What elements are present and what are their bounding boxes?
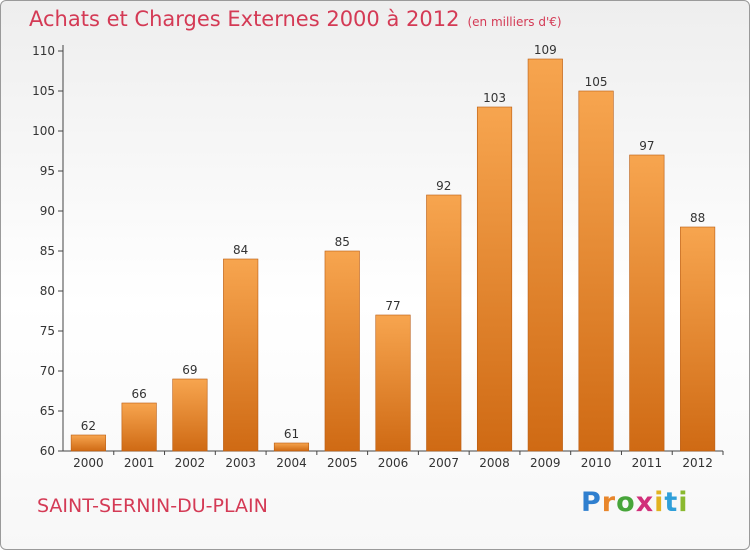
logo-letter: o — [616, 487, 636, 518]
data-label-2003: 84 — [233, 243, 248, 257]
logo-letter: P — [581, 487, 602, 518]
chart-unit-label: (en milliers d'€) — [467, 15, 562, 29]
data-label-2000: 62 — [81, 419, 96, 433]
proxiti-logo: Proxiti — [581, 487, 689, 518]
y-tick-label: 80 — [40, 284, 55, 298]
y-tick-label: 75 — [40, 324, 55, 338]
bar-2009 — [527, 58, 563, 452]
chart-title: Achats et Charges Externes 2000 à 2012 (e… — [29, 7, 562, 31]
logo-letter: r — [601, 487, 617, 518]
bar-2012 — [680, 226, 716, 452]
data-label-2002: 69 — [182, 363, 197, 377]
x-tick-label-2007: 2007 — [428, 456, 459, 470]
commune-name: SAINT-SERNIN-DU-PLAIN — [37, 495, 268, 517]
x-tick-label-2001: 2001 — [124, 456, 155, 470]
bar-2010 — [578, 90, 614, 452]
bar-2002 — [172, 378, 208, 452]
bar-2008 — [476, 106, 513, 452]
y-tick-label: 110 — [32, 44, 55, 58]
label-layer: 62 2000 66 2001 69 2002 84 2003 61 2004 85 2005 77 20… — [73, 43, 713, 470]
data-label-2011: 97 — [639, 139, 654, 153]
bar-2007 — [426, 194, 462, 452]
y-tick-label: 95 — [40, 164, 55, 178]
bar-layer — [70, 58, 716, 452]
x-tick-label-2009: 2009 — [530, 456, 561, 470]
data-label-2004: 61 — [284, 427, 299, 441]
y-tick-label: 60 — [40, 444, 55, 458]
data-label-2009: 109 — [534, 43, 557, 57]
logo-letter: t — [664, 487, 679, 518]
x-tick-label-2002: 2002 — [175, 456, 206, 470]
x-tick-label-2010: 2010 — [581, 456, 612, 470]
x-tick-label-2008: 2008 — [479, 456, 510, 470]
bar-2003 — [223, 258, 259, 452]
logo-letter: x — [635, 487, 655, 518]
data-label-2010: 105 — [585, 75, 608, 89]
logo-letter: i — [678, 487, 689, 518]
data-label-2007: 92 — [436, 179, 451, 193]
data-label-2005: 85 — [335, 235, 350, 249]
data-label-2001: 66 — [132, 387, 147, 401]
x-tick-label-2012: 2012 — [682, 456, 713, 470]
axis-layer: 60 65 70 75 80 85 90 95 100 105 110 — [32, 44, 724, 458]
y-tick-label: 65 — [40, 404, 55, 418]
x-tick-label-2004: 2004 — [276, 456, 307, 470]
x-tick-label-2005: 2005 — [327, 456, 358, 470]
bar-2000 — [70, 434, 106, 452]
x-tick-label-2003: 2003 — [225, 456, 256, 470]
bar-2011 — [629, 154, 665, 452]
y-tick-label: 70 — [40, 364, 55, 378]
data-label-2012: 88 — [690, 211, 705, 225]
bar-2006 — [375, 314, 411, 452]
x-tick-label-2006: 2006 — [378, 456, 409, 470]
y-tick-label: 90 — [40, 204, 55, 218]
bar-2005 — [324, 250, 360, 452]
y-tick-label: 85 — [40, 244, 55, 258]
chart-title-text: Achats et Charges Externes 2000 à 2012 — [29, 7, 460, 31]
x-tick-label-2011: 2011 — [632, 456, 663, 470]
y-tick-label: 100 — [32, 124, 55, 138]
data-label-2006: 77 — [385, 299, 400, 313]
y-tick-label: 105 — [32, 84, 55, 98]
logo-letter: i — [654, 487, 665, 518]
bar-2004 — [273, 442, 310, 452]
data-label-2008: 103 — [483, 91, 506, 105]
x-tick-label-2000: 2000 — [73, 456, 104, 470]
bar-2001 — [121, 402, 157, 452]
